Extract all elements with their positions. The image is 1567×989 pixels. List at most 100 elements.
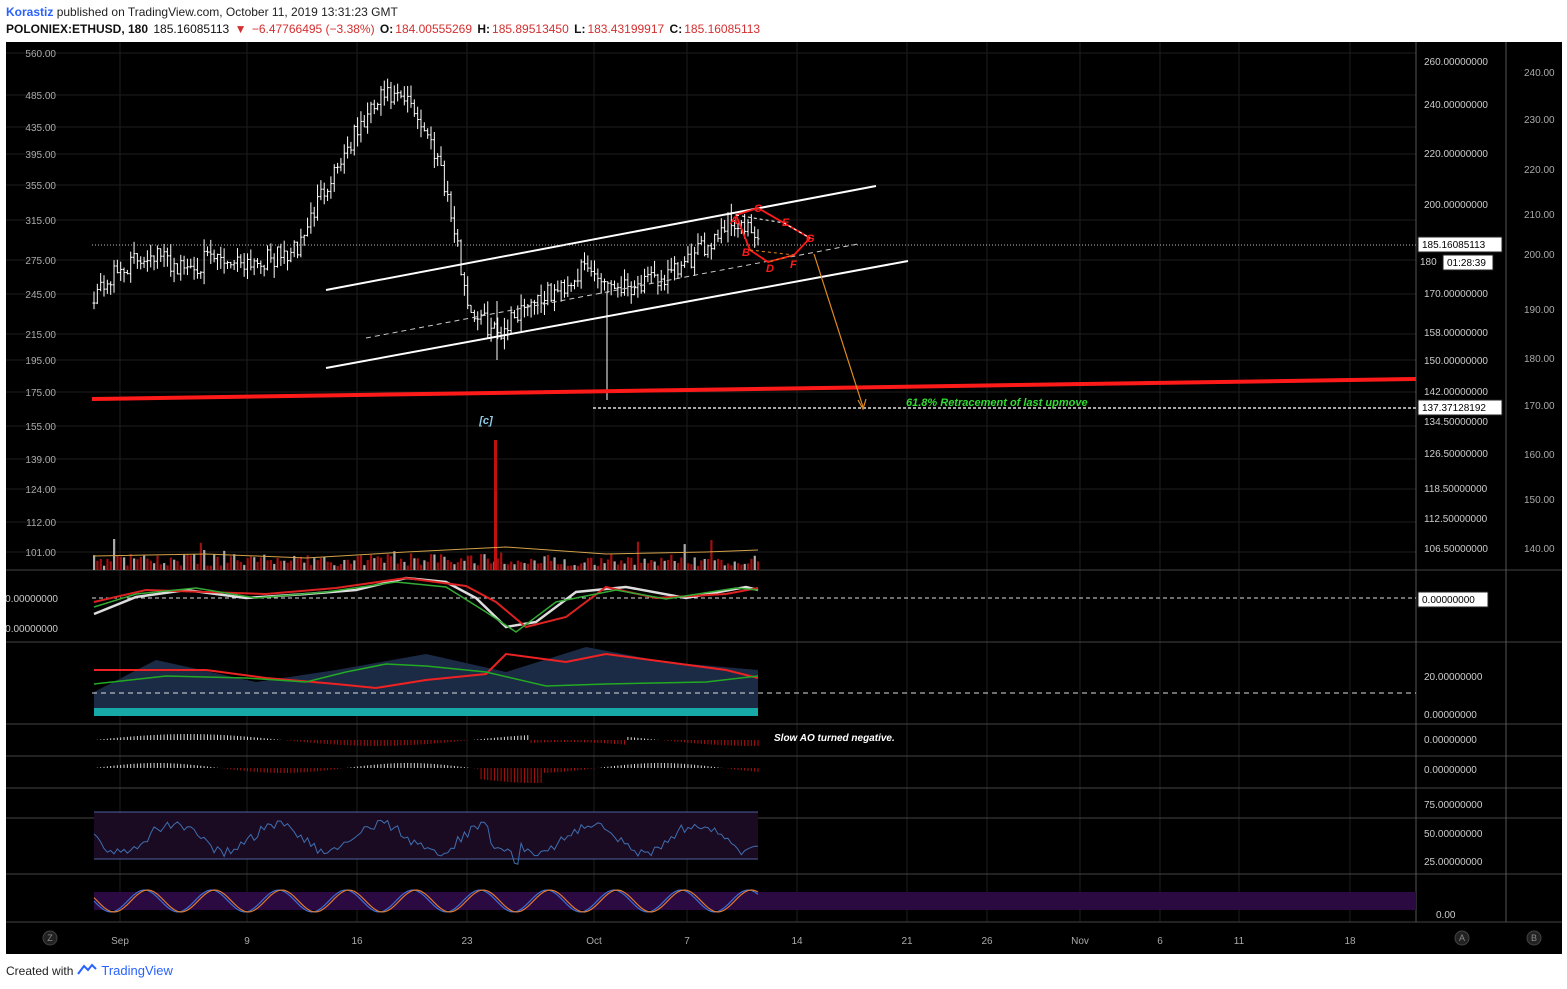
volume-bar bbox=[450, 561, 453, 570]
volume-bar bbox=[546, 555, 549, 570]
volume-bar bbox=[553, 557, 556, 570]
stoch-pane: 0.00 bbox=[93, 889, 1456, 921]
volume-bar bbox=[716, 558, 720, 570]
volume-bar bbox=[393, 551, 396, 570]
volume-bar bbox=[103, 565, 106, 570]
tradingview-link[interactable]: TradingView bbox=[101, 963, 173, 978]
volume-bar bbox=[506, 564, 509, 570]
volume-bar bbox=[713, 560, 716, 570]
right-scale-tick: 260.00000000 bbox=[1424, 57, 1488, 68]
volume-bar bbox=[726, 563, 730, 570]
volume-bar bbox=[540, 563, 543, 570]
chart-frame[interactable]: 560.00 485.00 435.00 395.00 355.00 315.00 275.… bbox=[0, 42, 1562, 954]
close-label: C: bbox=[669, 22, 683, 36]
volume-bar bbox=[383, 562, 386, 570]
volume-bar bbox=[303, 562, 306, 570]
volume-bar bbox=[690, 564, 693, 570]
volume-bar bbox=[670, 554, 673, 570]
far-right-scale-tick: 210.00 bbox=[1524, 210, 1555, 221]
right-scale-tick: 142.00000000 bbox=[1424, 387, 1488, 398]
volume-bar bbox=[223, 550, 226, 570]
volume-bar bbox=[463, 560, 466, 570]
left-scale-tick: 560.00 bbox=[25, 49, 56, 60]
left-scale-tick: 245.00 bbox=[25, 290, 56, 301]
volume-bar bbox=[570, 565, 573, 570]
volume-bar bbox=[520, 562, 523, 570]
oscillator-current-tag: 0.00000000 bbox=[1422, 595, 1475, 606]
far-right-scale-tick: 240.00 bbox=[1524, 68, 1555, 79]
volume-bar bbox=[189, 555, 192, 570]
time-axis-tick: Oct bbox=[586, 936, 602, 947]
right-scale-tick: 106.50000000 bbox=[1424, 544, 1488, 555]
volume-bar bbox=[663, 560, 666, 570]
volume-bar bbox=[183, 554, 186, 570]
far-right-scale-tick: 170.00 bbox=[1524, 401, 1555, 412]
chart-svg[interactable]: 560.00 485.00 435.00 395.00 355.00 315.00 275.… bbox=[0, 42, 1562, 954]
left-scale-tick: 275.00 bbox=[25, 256, 56, 267]
volume-bar bbox=[573, 564, 576, 570]
volume-bar bbox=[133, 558, 136, 570]
pattern-dashed bbox=[749, 249, 795, 263]
right-scale-tick: 118.50000000 bbox=[1424, 484, 1488, 495]
volume-bar bbox=[253, 557, 256, 570]
target-price-tag: 137.37128192 bbox=[1422, 403, 1486, 414]
oscillator-pane: 0.00000000 -40.00000000 bbox=[0, 576, 1416, 635]
slow-ao-tick: 0.00000000 bbox=[1424, 735, 1477, 746]
volume-bar bbox=[496, 558, 499, 570]
volume-bar bbox=[116, 555, 119, 570]
retracement-annotation: 61.8% Retracement of last upmove bbox=[906, 397, 1088, 409]
left-scale-tick: 315.00 bbox=[25, 216, 56, 227]
volume-bar bbox=[636, 541, 640, 570]
far-right-scale-tick: 140.00 bbox=[1524, 544, 1555, 555]
corner-button-label: B bbox=[1531, 933, 1537, 943]
volume-bar bbox=[633, 564, 636, 570]
harmonic-pattern: A B C D E F G bbox=[729, 203, 815, 275]
volume-bar bbox=[703, 558, 706, 570]
time-axis-tick: 18 bbox=[1344, 936, 1356, 947]
volume-bar bbox=[209, 565, 212, 570]
volume-bar bbox=[143, 555, 146, 570]
volume-bar bbox=[560, 564, 563, 570]
oscillator-tick: -40.00000000 bbox=[6, 624, 58, 635]
countdown-tag: 01:28:39 bbox=[1447, 258, 1486, 269]
last-price-tag-bg bbox=[1417, 236, 1503, 253]
rsi-band bbox=[94, 812, 758, 859]
volume-bar bbox=[686, 563, 690, 570]
right-scale-tick: 240.00000000 bbox=[1424, 100, 1488, 111]
volume-bar bbox=[319, 557, 323, 570]
far-right-scale-tick: 150.00 bbox=[1524, 495, 1555, 506]
volume-bar bbox=[336, 565, 339, 570]
volume-bar bbox=[470, 555, 473, 570]
volume-bar bbox=[286, 562, 289, 570]
volume-bar bbox=[433, 554, 436, 570]
volume-bar bbox=[229, 556, 233, 570]
volume-bar bbox=[259, 557, 263, 570]
author-link[interactable]: Korastiz bbox=[6, 5, 54, 19]
volume-bar bbox=[149, 560, 152, 570]
oscillator-current-tag-bg bbox=[1417, 591, 1489, 608]
volume-bar bbox=[440, 554, 443, 570]
volume-bar bbox=[676, 563, 680, 570]
volume-bar bbox=[146, 558, 149, 570]
right-scale-tick: 200.00000000 bbox=[1424, 200, 1488, 211]
volume-bar bbox=[359, 555, 363, 570]
volume-bar bbox=[536, 563, 539, 570]
volume-bar bbox=[289, 560, 293, 570]
wave-c-label: [c] bbox=[478, 415, 493, 427]
volume-bar bbox=[586, 557, 590, 570]
volume-bar bbox=[243, 564, 246, 570]
pattern-label: A bbox=[729, 215, 738, 227]
volume-bar bbox=[476, 565, 479, 570]
volume-bar bbox=[530, 558, 533, 570]
left-scale-tick: 395.00 bbox=[25, 150, 56, 161]
volume-bar bbox=[109, 561, 112, 570]
volume-bar bbox=[213, 554, 216, 570]
volume-bar bbox=[376, 556, 379, 570]
volume-bar bbox=[196, 563, 199, 570]
volume-bar bbox=[179, 565, 182, 570]
oscillator-tick: 0.00000000 bbox=[6, 594, 58, 605]
volume-bar bbox=[206, 565, 209, 570]
volume-bar bbox=[269, 559, 273, 570]
dmi-minus-line bbox=[93, 663, 759, 687]
time-axis-tick: 21 bbox=[901, 936, 913, 947]
